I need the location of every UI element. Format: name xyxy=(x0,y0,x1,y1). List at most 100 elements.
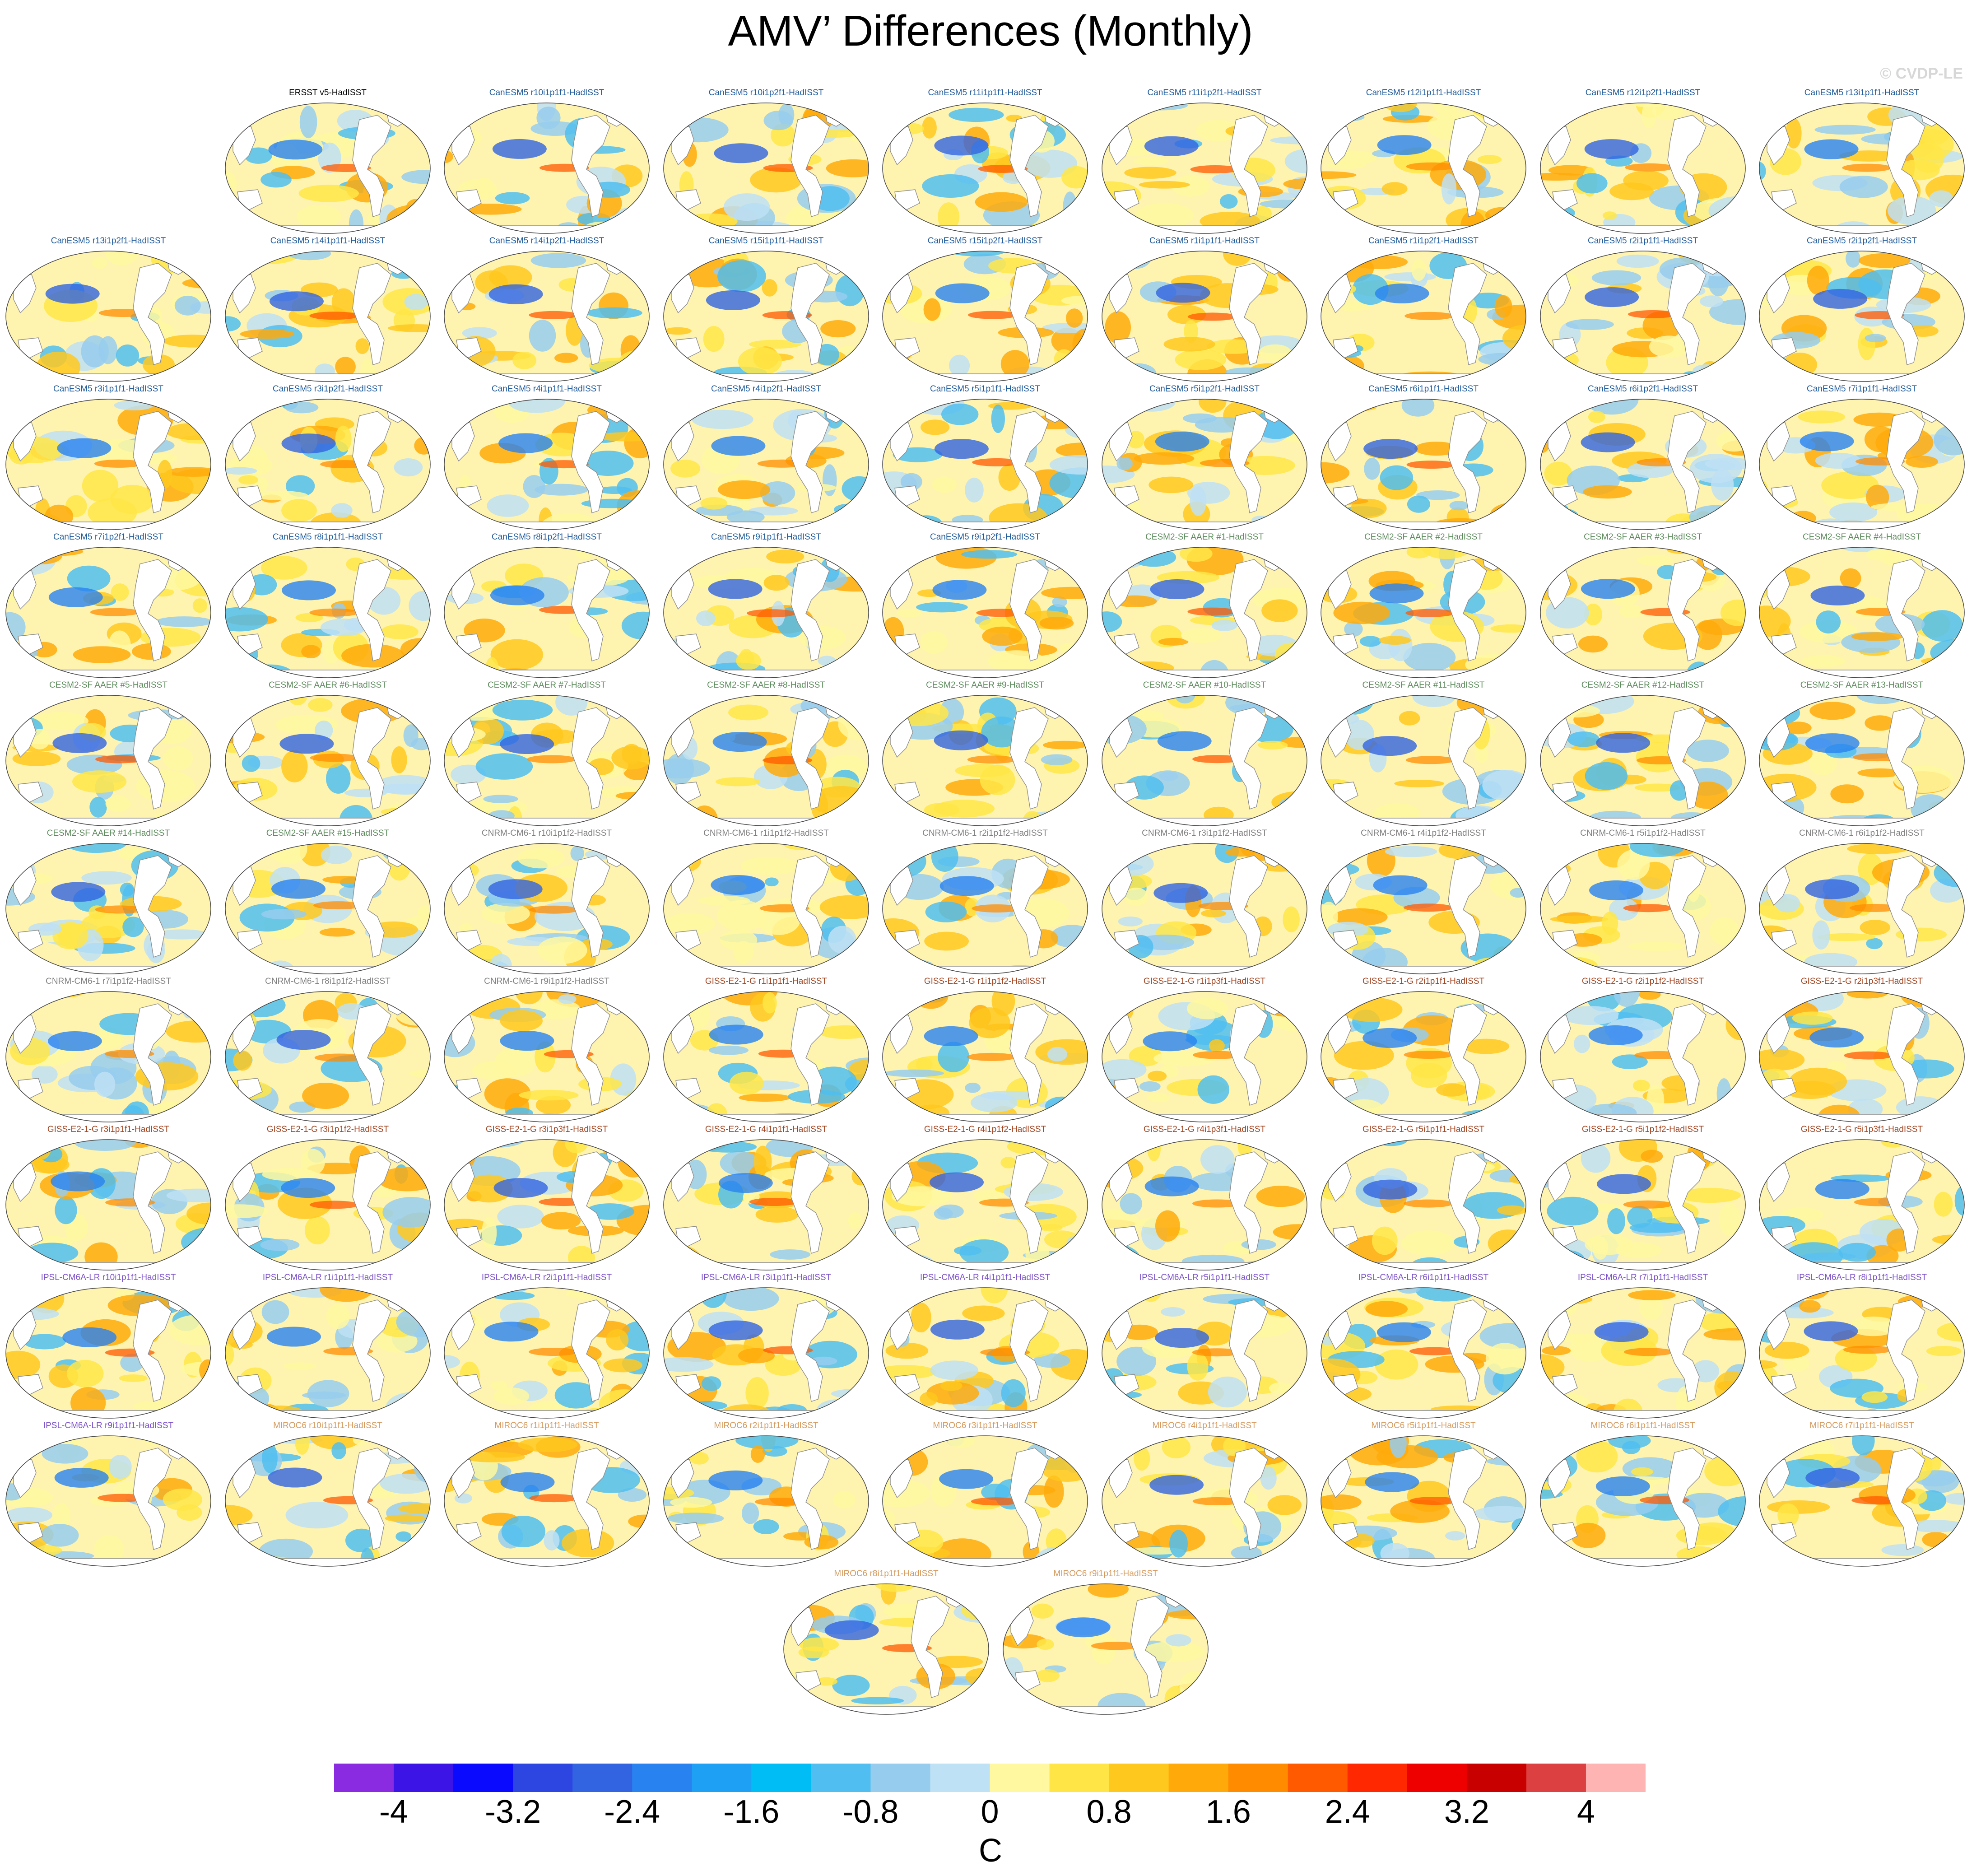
panel-title: CNRM-CM6-1 r3i1p1f2-HadISST xyxy=(1142,829,1267,838)
panel-title: GISS-E2-1-G r4i1p1f2-HadISST xyxy=(924,1125,1046,1134)
map-panel: GISS-E2-1-G r4i1p3f1-HadISST xyxy=(1098,1125,1311,1274)
map-panel: CNRM-CM6-1 r8i1p1f2-HadISST xyxy=(222,977,434,1126)
world-map xyxy=(1759,251,1965,382)
world-map xyxy=(882,1287,1088,1419)
map-panel: CanESM5 r9i1p1f1-HadISST xyxy=(660,532,872,681)
panel-title: CanESM5 r6i1p1f1-HadISST xyxy=(1368,384,1479,394)
world-map xyxy=(882,695,1088,826)
map-panel: GISS-E2-1-G r4i1p1f2-HadISST xyxy=(879,1125,1091,1274)
panel-title: IPSL-CM6A-LR r3i1p1f1-HadISST xyxy=(701,1273,832,1282)
world-map xyxy=(1759,102,1965,234)
world-map xyxy=(1540,102,1746,234)
world-map xyxy=(1759,991,1965,1122)
map-panel: CanESM5 r6i1p2f1-HadISST xyxy=(1537,384,1749,533)
panel-title: CanESM5 r13i1p2f1-HadISST xyxy=(51,236,166,246)
map-panel: GISS-E2-1-G r4i1p1f1-HadISST xyxy=(660,1125,872,1274)
panel-title: IPSL-CM6A-LR r8i1p1f1-HadISST xyxy=(1796,1273,1927,1282)
world-map xyxy=(1321,102,1526,234)
map-panel: CanESM5 r15i1p1f1-HadISST xyxy=(660,236,872,385)
map-panel: IPSL-CM6A-LR r6i1p1f1-HadISST xyxy=(1317,1273,1530,1422)
panel-title: CanESM5 r4i1p1f1-HadISST xyxy=(492,384,602,394)
panel-title: CESM2-SF AAER #8-HadISST xyxy=(707,680,825,690)
world-map xyxy=(444,695,650,826)
map-panel: CESM2-SF AAER #15-HadISST xyxy=(222,829,434,978)
panel-title: CanESM5 r3i1p2f1-HadISST xyxy=(273,384,383,394)
panel-title: CNRM-CM6-1 r4i1p1f2-HadISST xyxy=(1361,829,1486,838)
world-map xyxy=(225,1435,431,1567)
colorbar-segment xyxy=(930,1764,990,1792)
colorbar-segment xyxy=(632,1764,692,1792)
panel-title: CanESM5 r7i1p2f1-HadISST xyxy=(53,532,163,542)
map-panel: GISS-E2-1-G r1i1p1f1-HadISST xyxy=(660,977,872,1126)
map-panel: CNRM-CM6-1 r2i1p1f2-HadISST xyxy=(879,829,1091,978)
world-map xyxy=(444,102,650,234)
world-map xyxy=(882,843,1088,974)
world-map xyxy=(5,1139,211,1271)
panel-title: CanESM5 r10i1p1f1-HadISST xyxy=(489,88,605,98)
panel-title: CNRM-CM6-1 r2i1p1f2-HadISST xyxy=(922,829,1048,838)
colorbar-units: C xyxy=(979,1833,1002,1869)
world-map xyxy=(225,1139,431,1271)
colorbar-segment xyxy=(1109,1764,1169,1792)
panel-title: CESM2-SF AAER #9-HadISST xyxy=(926,680,1044,690)
colorbar-segment xyxy=(1407,1764,1467,1792)
world-map xyxy=(444,1435,650,1567)
world-map xyxy=(444,1287,650,1419)
colorbar-segment xyxy=(572,1764,632,1792)
panel-title: MIROC6 r1i1p1f1-HadISST xyxy=(494,1421,599,1430)
panel-title: CanESM5 r9i1p1f1-HadISST xyxy=(711,532,821,542)
panel-title: CESM2-SF AAER #3-HadISST xyxy=(1584,532,1702,542)
colorbar-tick-label: -2.4 xyxy=(604,1794,660,1830)
panel-title: CanESM5 r5i1p1f1-HadISST xyxy=(930,384,1040,394)
panel-title: IPSL-CM6A-LR r2i1p1f1-HadISST xyxy=(481,1273,612,1282)
world-map xyxy=(663,695,869,826)
colorbar-segment xyxy=(453,1764,513,1792)
world-map xyxy=(1102,251,1307,382)
panel-title: CESM2-SF AAER #10-HadISST xyxy=(1143,680,1266,690)
panel-title: IPSL-CM6A-LR r1i1p1f1-HadISST xyxy=(262,1273,393,1282)
map-panel: IPSL-CM6A-LR r1i1p1f1-HadISST xyxy=(222,1273,434,1422)
world-map xyxy=(663,251,869,382)
panel-title: MIROC6 r2i1p1f1-HadISST xyxy=(714,1421,818,1430)
world-map xyxy=(225,399,431,530)
map-panel: GISS-E2-1-G r2i1p1f1-HadISST xyxy=(1317,977,1530,1126)
panel-title: CanESM5 r3i1p1f1-HadISST xyxy=(53,384,163,394)
panel-title: CESM2-SF AAER #5-HadISST xyxy=(49,680,167,690)
map-panel: IPSL-CM6A-LR r7i1p1f1-HadISST xyxy=(1537,1273,1749,1422)
world-map xyxy=(663,1139,869,1271)
world-map xyxy=(1321,399,1526,530)
colorbar-segment xyxy=(1466,1764,1527,1792)
world-map xyxy=(444,251,650,382)
panel-title: CanESM5 r1i1p1f1-HadISST xyxy=(1149,236,1260,246)
colorbar-segment xyxy=(692,1764,752,1792)
panel-title: CanESM5 r4i1p2f1-HadISST xyxy=(711,384,821,394)
world-map xyxy=(1759,843,1965,974)
world-map xyxy=(1759,547,1965,678)
world-map xyxy=(663,547,869,678)
world-map xyxy=(1102,695,1307,826)
world-map xyxy=(1102,1139,1307,1271)
world-map xyxy=(444,991,650,1122)
map-panel: CESM2-SF AAER #8-HadISST xyxy=(660,680,872,829)
map-panel: CanESM5 r2i1p2f1-HadISST xyxy=(1756,236,1968,385)
colorbar-segment xyxy=(811,1764,871,1792)
map-panel: CanESM5 r3i1p2f1-HadISST xyxy=(222,384,434,533)
panel-title: CESM2-SF AAER #12-HadISST xyxy=(1581,680,1705,690)
world-map xyxy=(5,251,211,382)
world-map xyxy=(1540,1435,1746,1567)
panel-title: ERSST v5-HadISST xyxy=(289,88,367,98)
world-map xyxy=(1321,547,1526,678)
world-map xyxy=(1540,251,1746,382)
panel-title: MIROC6 r4i1p1f1-HadISST xyxy=(1152,1421,1257,1430)
world-map xyxy=(5,1435,211,1567)
world-map xyxy=(882,251,1088,382)
map-panel: CanESM5 r13i1p2f1-HadISST xyxy=(2,236,214,385)
map-panel: CanESM5 r11i1p1f1-HadISST xyxy=(879,88,1091,237)
panel-title: GISS-E2-1-G r2i1p1f2-HadISST xyxy=(1581,977,1704,986)
panel-title: GISS-E2-1-G r2i1p3f1-HadISST xyxy=(1800,977,1923,986)
watermark: © CVDP-LE xyxy=(1880,65,1963,82)
world-map xyxy=(225,251,431,382)
colorbar-segment xyxy=(1049,1764,1110,1792)
panel-title: IPSL-CM6A-LR r5i1p1f1-HadISST xyxy=(1139,1273,1270,1282)
map-panel: CNRM-CM6-1 r3i1p1f2-HadISST xyxy=(1098,829,1311,978)
